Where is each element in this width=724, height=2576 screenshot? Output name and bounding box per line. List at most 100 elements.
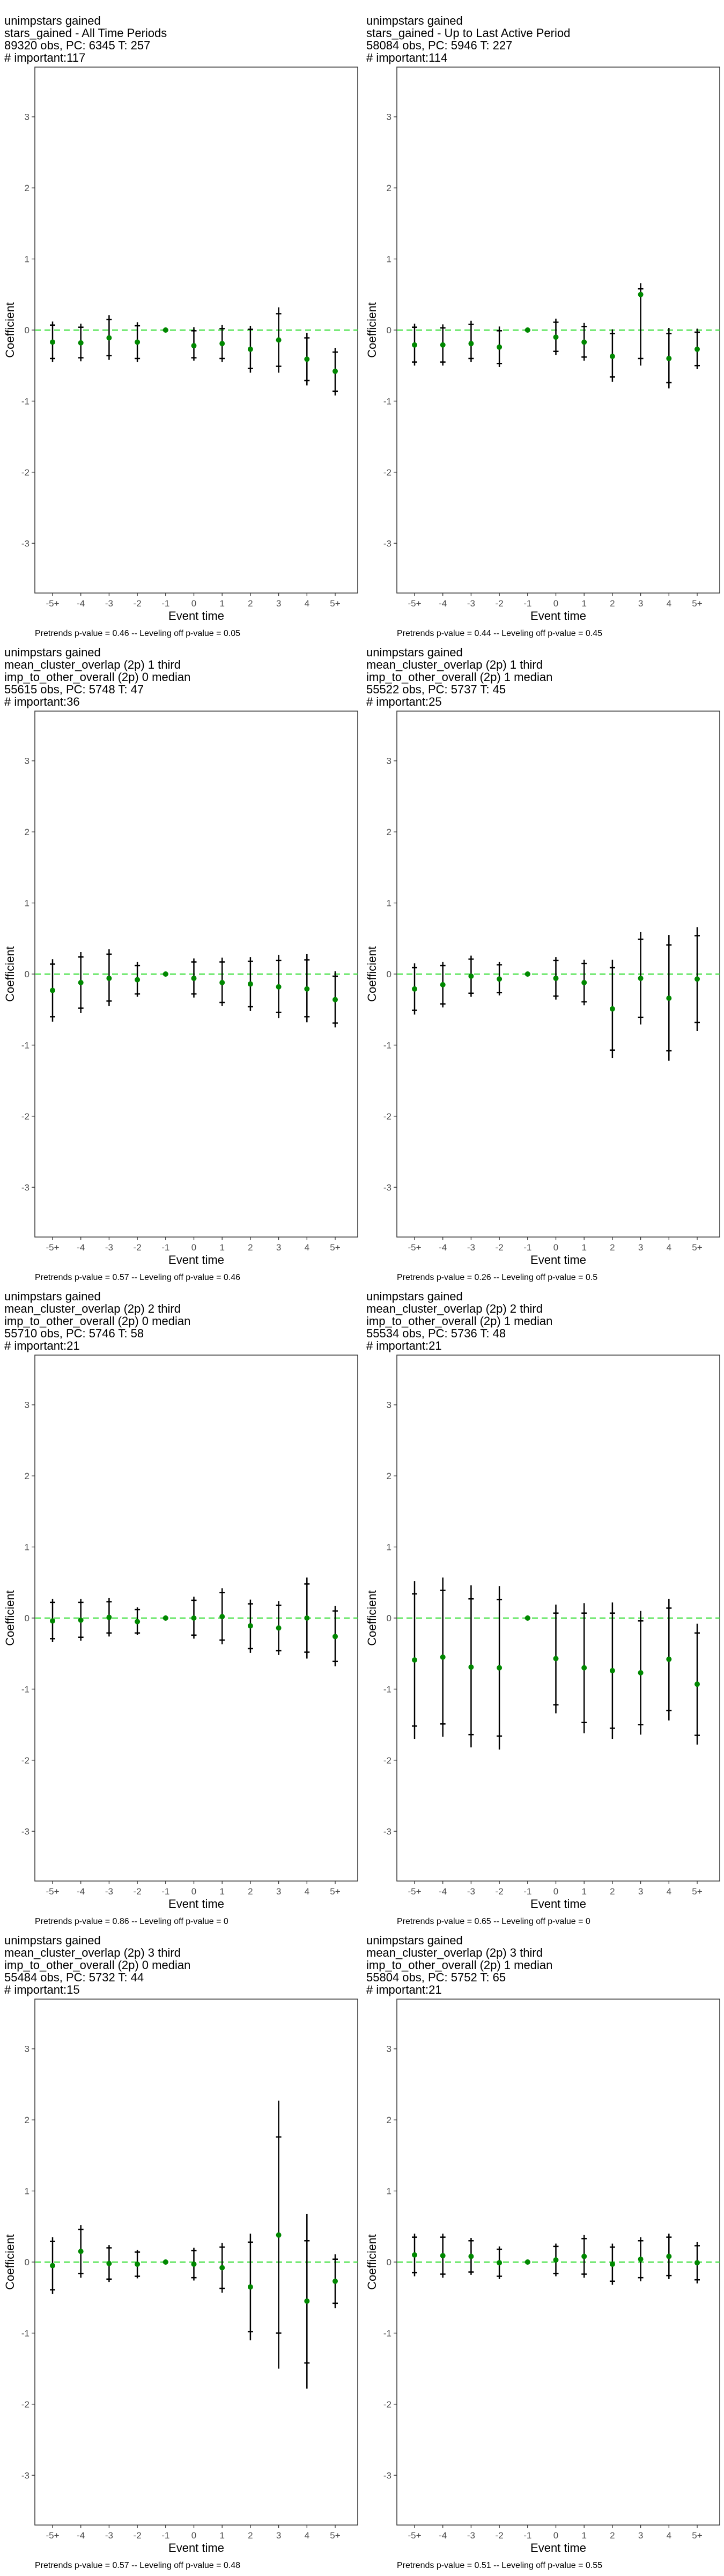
y-tick-label: -1 <box>383 1040 391 1050</box>
x-tick-label: 5+ <box>330 1242 340 1253</box>
x-tick-label: -3 <box>467 1242 475 1253</box>
chart-title-line: # important:21 <box>366 1339 442 1352</box>
chart-title-line: 58084 obs, PC: 5946 T: 227 <box>366 39 512 52</box>
coefficient-point <box>135 2261 141 2267</box>
chart-title-line: unimpstars gained <box>4 1934 101 1947</box>
coefficient-point <box>695 1681 700 1687</box>
x-tick-label: -5+ <box>46 2530 59 2541</box>
x-tick-label: 4 <box>667 598 671 609</box>
x-tick-label: 2 <box>248 2530 253 2541</box>
chart-title-line: mean_cluster_overlap (2p) 1 third <box>366 658 543 671</box>
x-tick-label: 3 <box>638 2530 643 2541</box>
chart-title-line: # important:21 <box>366 1983 442 1996</box>
chart-panel-8: unimpstars gained mean_cluster_overlap (2… <box>362 1932 724 2576</box>
x-tick-label: 1 <box>581 2530 586 2541</box>
chart-title-line: unimpstars gained <box>366 1290 463 1303</box>
chart-title-line: unimpstars gained <box>4 646 101 659</box>
coefficient-point <box>304 1615 310 1621</box>
coefficient-point <box>247 346 253 352</box>
coefficient-point <box>162 327 168 333</box>
y-axis-label: Coefficient <box>365 946 379 1002</box>
coefficient-point <box>695 976 700 982</box>
chart-title-line: 55804 obs, PC: 5752 T: 65 <box>366 1971 506 1984</box>
x-tick-label: 0 <box>553 1242 558 1253</box>
x-tick-label: 0 <box>191 1886 196 1897</box>
chart-title-line: imp_to_other_overall (2p) 0 median <box>4 1314 190 1328</box>
chart-title-line: # important:21 <box>4 1339 80 1352</box>
x-tick-label: -3 <box>467 598 475 609</box>
x-tick-label: 5+ <box>692 1886 702 1897</box>
y-tick-label: -3 <box>383 1182 391 1192</box>
y-axis-label: Coefficient <box>365 1590 379 1646</box>
coefficient-point <box>553 334 559 340</box>
y-tick-label: 0 <box>387 1613 391 1623</box>
x-tick-label: 3 <box>276 1242 281 1253</box>
chart-title-line: unimpstars gained <box>4 14 101 27</box>
y-tick-label: -3 <box>21 538 29 548</box>
coefficient-point <box>609 2261 615 2267</box>
coefficient-point <box>135 1619 141 1624</box>
x-tick-label: -4 <box>77 1242 85 1253</box>
x-tick-label: -4 <box>439 1886 447 1897</box>
x-tick-label: 4 <box>305 598 309 609</box>
x-axis-label: Event time <box>168 1897 224 1911</box>
y-tick-label: -3 <box>21 1182 29 1192</box>
pvalue-footnote: Pretrends p-value = 0.44 -- Leveling off… <box>397 629 602 638</box>
x-tick-label: 2 <box>248 598 253 609</box>
coefficient-point <box>219 2265 225 2271</box>
coefficient-point <box>191 2261 197 2267</box>
y-axis-label: Coefficient <box>3 946 17 1002</box>
coefficient-point <box>50 987 55 993</box>
coefficient-point <box>440 982 446 987</box>
y-tick-label: 0 <box>387 325 391 335</box>
chart-title-line: 55615 obs, PC: 5748 T: 47 <box>4 683 144 696</box>
coefficient-point <box>162 1615 168 1621</box>
y-tick-label: 1 <box>25 254 29 265</box>
coefficient-point <box>219 979 225 985</box>
x-tick-label: 5+ <box>692 1242 702 1253</box>
y-tick-label: -1 <box>383 396 391 406</box>
y-tick-label: 0 <box>387 2257 391 2267</box>
chart-title-line: 55534 obs, PC: 5736 T: 48 <box>366 1327 506 1340</box>
coefficient-point <box>497 1665 503 1671</box>
coefficient-point <box>440 2253 446 2259</box>
x-axis-label: Event time <box>168 609 224 623</box>
x-tick-label: -3 <box>105 2530 113 2541</box>
y-tick-label: -3 <box>21 1826 29 1836</box>
y-tick-label: -2 <box>21 1111 29 1122</box>
chart-title-line: 55522 obs, PC: 5737 T: 45 <box>366 683 506 696</box>
x-tick-label: 0 <box>553 1886 558 1897</box>
y-tick-label: -2 <box>21 2399 29 2410</box>
x-tick-label: -5+ <box>408 1242 421 1253</box>
x-tick-label: -3 <box>105 598 113 609</box>
x-tick-label: -3 <box>467 2530 475 2541</box>
coefficient-point <box>247 1623 253 1629</box>
x-tick-label: 2 <box>610 1242 615 1253</box>
coefficient-point <box>78 1617 84 1623</box>
x-tick-label: 5+ <box>330 1886 340 1897</box>
y-axis-label: Coefficient <box>3 2234 17 2290</box>
y-axis-label: Coefficient <box>3 302 17 358</box>
coefficient-point <box>219 1614 225 1620</box>
x-tick-label: -1 <box>161 2530 169 2541</box>
x-tick-label: 0 <box>191 2530 196 2541</box>
y-tick-label: 2 <box>387 183 391 193</box>
x-tick-label: 5+ <box>692 598 702 609</box>
chart-panel-1: unimpstars gained stars_gained - All Time… <box>0 0 362 644</box>
y-tick-label: 2 <box>25 827 29 837</box>
coefficient-point <box>468 2253 474 2259</box>
chart-title-line: # important:114 <box>366 51 447 64</box>
coefficient-point <box>247 2284 253 2290</box>
chart-title-line: mean_cluster_overlap (2p) 2 third <box>4 1302 181 1315</box>
chart-title-line: imp_to_other_overall (2p) 1 median <box>366 1958 552 1972</box>
y-tick-label: 2 <box>387 827 391 837</box>
coefficient-point <box>106 2260 112 2266</box>
x-tick-label: 4 <box>667 2530 671 2541</box>
x-tick-label: 2 <box>610 1886 615 1897</box>
y-tick-label: 1 <box>387 2186 391 2197</box>
x-tick-label: 2 <box>610 598 615 609</box>
coefficient-point <box>609 354 615 359</box>
x-tick-label: -2 <box>134 598 142 609</box>
